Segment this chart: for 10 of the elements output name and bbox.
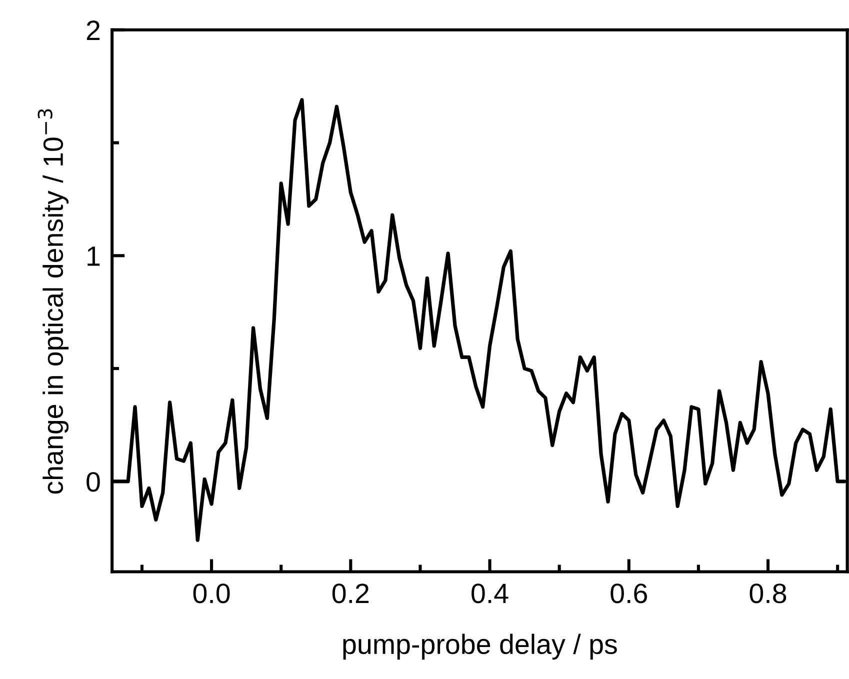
x-tick-label: 0.0: [193, 584, 230, 604]
y-tick-label: 1: [88, 246, 100, 266]
x-tick-label: 0.2: [332, 584, 369, 604]
x-tick-label: 0.4: [472, 584, 508, 604]
y-axis-title: change in optical density / 10$^{−3}$: [38, 109, 69, 494]
x-tick-label: 0.8: [750, 584, 786, 604]
x-axis-title: pump-probe delay / ps: [343, 634, 617, 660]
x-tick-label: 0.6: [610, 584, 647, 604]
y-tick-label: 2: [86, 20, 100, 40]
y-tick-label: 0: [86, 472, 100, 492]
